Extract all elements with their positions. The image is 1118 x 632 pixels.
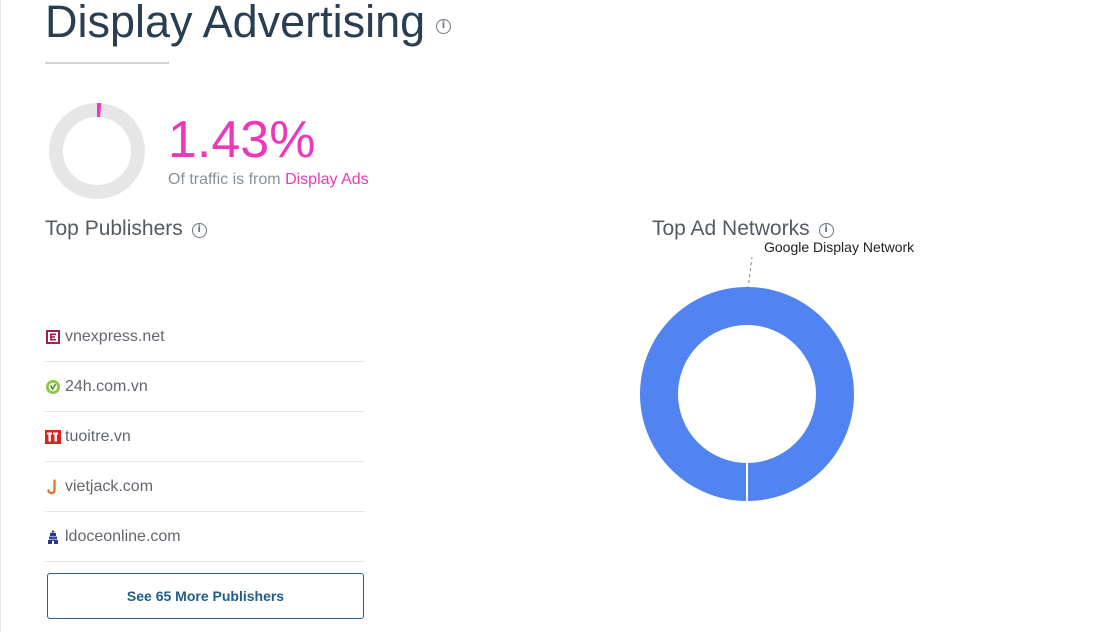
- traffic-share-donut: [49, 103, 145, 199]
- publisher-row[interactable]: 24h.com.vn: [45, 362, 365, 412]
- publisher-name[interactable]: ldoceonline.com: [65, 527, 181, 545]
- traffic-caption-prefix: Of traffic is from: [168, 171, 281, 188]
- ad-network-label-leader: [747, 256, 753, 290]
- page-title: Display Advertising: [45, 0, 426, 47]
- publisher-row[interactable]: ldoceonline.com: [45, 512, 365, 562]
- ad-network-label: Google Display Network: [764, 240, 915, 255]
- tuoitre-favicon-icon: [45, 429, 61, 444]
- publisher-row[interactable]: tuoitre.vn: [45, 412, 365, 462]
- top-ad-networks-title: Top Ad Networks i: [652, 216, 834, 242]
- publisher-row[interactable]: vnexpress.net: [45, 312, 365, 362]
- publisher-row[interactable]: vietjack.com: [45, 462, 365, 512]
- publisher-name[interactable]: 24h.com.vn: [65, 377, 148, 395]
- ad-networks-slices: [640, 287, 854, 501]
- ad-network-slice[interactable]: [640, 287, 854, 501]
- top-ad-networks-title-text: Top Ad Networks: [652, 217, 810, 240]
- publisher-name[interactable]: vietjack.com: [65, 477, 154, 495]
- traffic-donut-track: [49, 103, 145, 199]
- publisher-name[interactable]: vnexpress.net: [65, 327, 165, 345]
- ad-networks-labels: Google Display Network: [747, 240, 915, 290]
- traffic-donut-arc: [49, 103, 145, 199]
- traffic-percentage: 1.43%: [168, 111, 316, 169]
- top-publishers-title: Top Publishers i: [45, 216, 207, 242]
- publisher-list: vnexpress.net 24h.com.vn tuoitre.vn viet…: [45, 312, 365, 562]
- vnexpress-favicon-icon: [46, 329, 60, 344]
- ldoceonline-favicon-icon: [48, 529, 58, 544]
- info-icon[interactable]: i: [436, 19, 451, 34]
- display-ads-highlight: Display Ads: [285, 171, 369, 188]
- top-publishers-title-text: Top Publishers: [45, 217, 183, 240]
- title-divider: [45, 62, 169, 64]
- vietjack-favicon-icon: [47, 478, 56, 494]
- publisher-name[interactable]: tuoitre.vn: [65, 427, 131, 445]
- ad-networks-donut-chart: Google Display Network: [640, 240, 915, 502]
- info-icon[interactable]: i: [818, 223, 834, 238]
- 24h-favicon-icon: [46, 379, 60, 394]
- traffic-caption: Of traffic is from Display Ads: [168, 171, 369, 189]
- left-border: [0, 0, 1, 632]
- info-icon[interactable]: i: [191, 223, 207, 238]
- see-more-publishers-button[interactable]: See 65 More Publishers: [47, 573, 364, 619]
